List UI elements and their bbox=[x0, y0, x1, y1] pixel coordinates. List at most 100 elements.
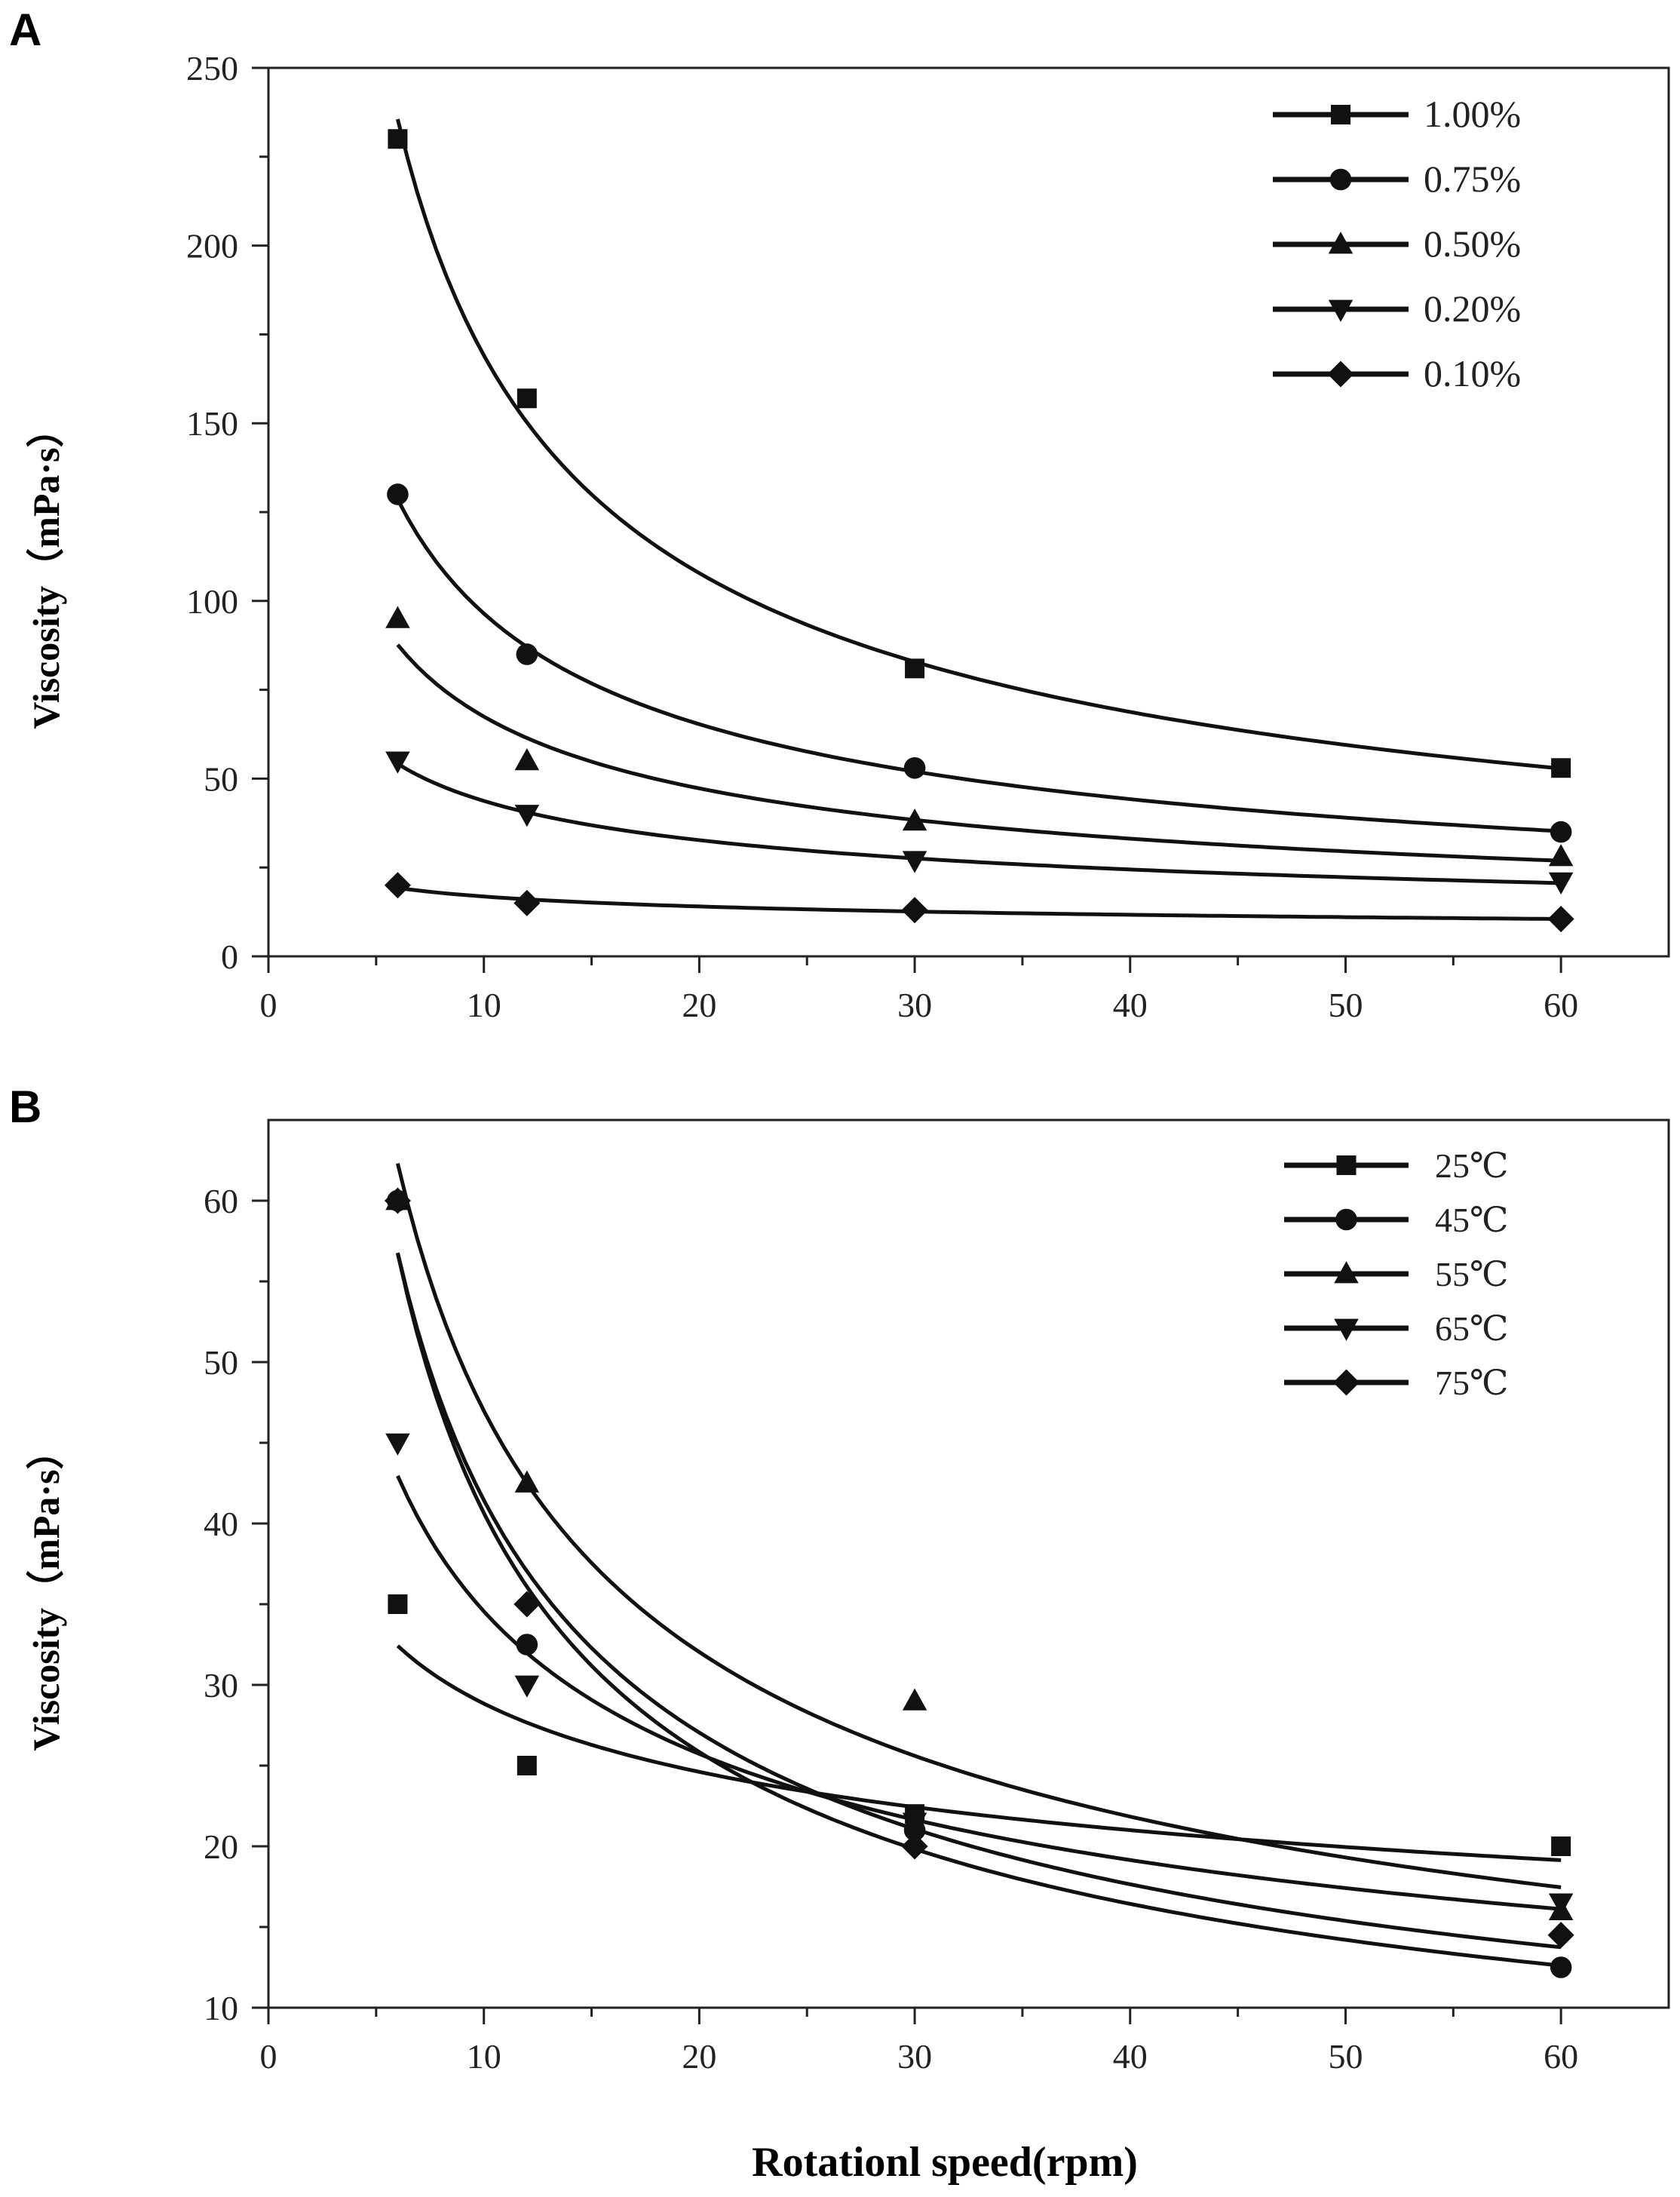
panel-b-x-tick-label: 50 bbox=[1328, 2037, 1363, 2076]
panel-b-fit-curve-2 bbox=[395, 1253, 1562, 1968]
panel-b-x-tick-label: 20 bbox=[682, 2037, 716, 2076]
panel-a-data-point bbox=[514, 889, 541, 916]
panel-a-x-tick-label: 20 bbox=[682, 986, 716, 1024]
panel-b-label: B bbox=[9, 1082, 41, 1132]
panel-a-legend-marker bbox=[1329, 168, 1352, 191]
panel-a-data-point bbox=[901, 897, 928, 924]
panel-a-legend-marker bbox=[1328, 299, 1354, 322]
panel-b-legend-label: 75℃ bbox=[1435, 1364, 1508, 1402]
panel-b-data-point bbox=[384, 1187, 411, 1214]
panel-b-data-point bbox=[385, 1433, 410, 1456]
panel-b-legend-label: 45℃ bbox=[1435, 1201, 1508, 1239]
panel-b-axes: 10 20 30 40 50 60 0 10 20 30 40 50 60 bbox=[204, 1118, 1670, 2076]
panel-b-plot-frame bbox=[267, 1118, 1670, 2009]
panel-a-fit-curve-1 bbox=[395, 118, 1562, 771]
panel-a-y-tick-label: 0 bbox=[221, 937, 238, 976]
panel-b-fit-curve-3 bbox=[395, 1163, 1562, 1889]
panel-a-data-point bbox=[1551, 758, 1571, 778]
panel-a-y-tick-label: 250 bbox=[186, 49, 238, 87]
panel-b-data-point bbox=[516, 1634, 538, 1655]
panel-a-data-point bbox=[1547, 905, 1574, 933]
panel-b-legend-marker bbox=[1332, 1369, 1360, 1396]
panel-b-data-point bbox=[1548, 1893, 1574, 1916]
panel-a-legend-label: 0.75% bbox=[1424, 158, 1521, 200]
panel-b-x-tick-label: 40 bbox=[1113, 2037, 1148, 2076]
panel-a-axes: 0 50 100 150 200 250 0 10 20 30 40 50 60 bbox=[186, 49, 1670, 1024]
panel-b-y-tick-label: 10 bbox=[204, 1989, 238, 2027]
panel-a-y-tick-label: 150 bbox=[186, 404, 238, 443]
panel-a-x-tick-label: 10 bbox=[467, 986, 501, 1024]
panel-b-data-point bbox=[1551, 1836, 1571, 1856]
panel-a-data-point bbox=[902, 809, 927, 831]
panel-a-data-point bbox=[1550, 821, 1572, 843]
panel-a-y-tick-label: 200 bbox=[186, 227, 238, 265]
panel-b-legend-label: 25℃ bbox=[1435, 1146, 1508, 1185]
panel-b-y-tick-label: 50 bbox=[204, 1343, 238, 1382]
panel-b-y-axis-label: Viscosity（mPa·s） bbox=[25, 1431, 67, 1751]
panel-b: B Viscosity（mPa·s） 10 20 30 40 50 60 0 10 20 30 40… bbox=[9, 1082, 1670, 2186]
panel-a-fit-curve-4 bbox=[397, 762, 1562, 885]
panel-b-fit-curves bbox=[395, 1163, 1562, 1968]
panel-a-data-point bbox=[1548, 844, 1574, 867]
panel-a-x-tick-label: 50 bbox=[1328, 986, 1363, 1024]
panel-a-x-tick-label: 40 bbox=[1113, 986, 1148, 1024]
panel-a-data-point bbox=[514, 747, 540, 771]
panel-a-data-points bbox=[384, 129, 1574, 933]
panel-a-data-point bbox=[517, 388, 537, 409]
panel-b-y-tick-label: 60 bbox=[204, 1182, 238, 1220]
panel-b-legend-label: 65℃ bbox=[1435, 1309, 1508, 1348]
panel-a-data-point bbox=[385, 606, 410, 628]
panel-b-data-point bbox=[514, 1591, 541, 1618]
panel-b-data-point bbox=[902, 1812, 927, 1835]
panel-a: A Viscosity（mPa·s） 0 50 100 150 200 250 0 10 20 3… bbox=[9, 5, 1670, 1024]
panel-a-data-point bbox=[1548, 872, 1574, 894]
panel-b-data-points bbox=[384, 1187, 1574, 1978]
panel-a-legend-label: 1.00% bbox=[1424, 93, 1521, 135]
panel-a-x-tick-label: 0 bbox=[260, 986, 277, 1024]
panel-b-y-tick-label: 20 bbox=[204, 1827, 238, 1866]
panel-a-data-point bbox=[905, 658, 925, 679]
panel-a-x-tick-label: 30 bbox=[897, 986, 932, 1024]
panel-b-data-point bbox=[514, 1675, 540, 1698]
panel-b-legend-marker bbox=[1336, 1155, 1357, 1175]
panel-a-fit-curve-5 bbox=[397, 885, 1562, 921]
panel-a-y-tick-label: 100 bbox=[186, 582, 238, 621]
panel-a-data-point bbox=[388, 129, 408, 149]
panel-b-data-point bbox=[517, 1756, 537, 1775]
panel-a-fit-curves bbox=[395, 118, 1562, 921]
panel-b-data-point bbox=[902, 1688, 927, 1711]
panel-a-y-tick-label: 50 bbox=[204, 759, 238, 798]
panel-a-legend-marker bbox=[1327, 361, 1354, 388]
panel-a-legend-marker bbox=[1331, 105, 1350, 124]
panel-a-legend-marker bbox=[1328, 232, 1354, 254]
panel-b-y-tick-label: 40 bbox=[204, 1505, 238, 1543]
panel-b-data-point bbox=[388, 1594, 408, 1614]
panel-b-x-tick-label: 60 bbox=[1544, 2037, 1578, 2076]
panel-b-legend-marker bbox=[1334, 1261, 1359, 1284]
panel-a-legend: 1.00% 0.75% 0.50% 0.20% 0.10% bbox=[1273, 93, 1521, 394]
panel-b-fit-curve-5 bbox=[395, 1252, 1562, 1950]
panel-a-y-axis-label: Viscosity（mPa·s） bbox=[25, 410, 67, 729]
panel-b-legend-label: 55℃ bbox=[1435, 1255, 1508, 1293]
panel-a-legend-label: 0.10% bbox=[1424, 352, 1521, 394]
panel-b-y-tick-label: 30 bbox=[204, 1666, 238, 1705]
panel-a-legend-label: 0.50% bbox=[1424, 222, 1521, 265]
panel-b-x-tick-label: 30 bbox=[897, 2037, 932, 2076]
panel-a-label: A bbox=[9, 5, 41, 55]
panel-b-fit-curve-4 bbox=[396, 1474, 1562, 1911]
panel-a-data-point bbox=[902, 851, 927, 873]
panel-a-data-point bbox=[385, 751, 410, 774]
panel-a-legend-label: 0.20% bbox=[1424, 287, 1521, 330]
panel-a-x-tick-label: 60 bbox=[1544, 986, 1578, 1024]
panel-a-fit-curve-2 bbox=[396, 499, 1562, 833]
panel-b-x-axis-label: Rotationl speed(rpm) bbox=[752, 2139, 1138, 2186]
panel-b-legend-marker bbox=[1335, 1208, 1357, 1231]
panel-a-data-point bbox=[514, 805, 540, 827]
panel-b-x-tick-label: 10 bbox=[467, 2037, 501, 2076]
panel-b-data-point bbox=[1547, 1922, 1574, 1949]
panel-b-data-point bbox=[1550, 1956, 1572, 1978]
panel-b-data-point bbox=[901, 1833, 928, 1860]
panel-b-legend: 25℃ 45℃ 55℃ 65℃ 75℃ bbox=[1284, 1146, 1508, 1402]
